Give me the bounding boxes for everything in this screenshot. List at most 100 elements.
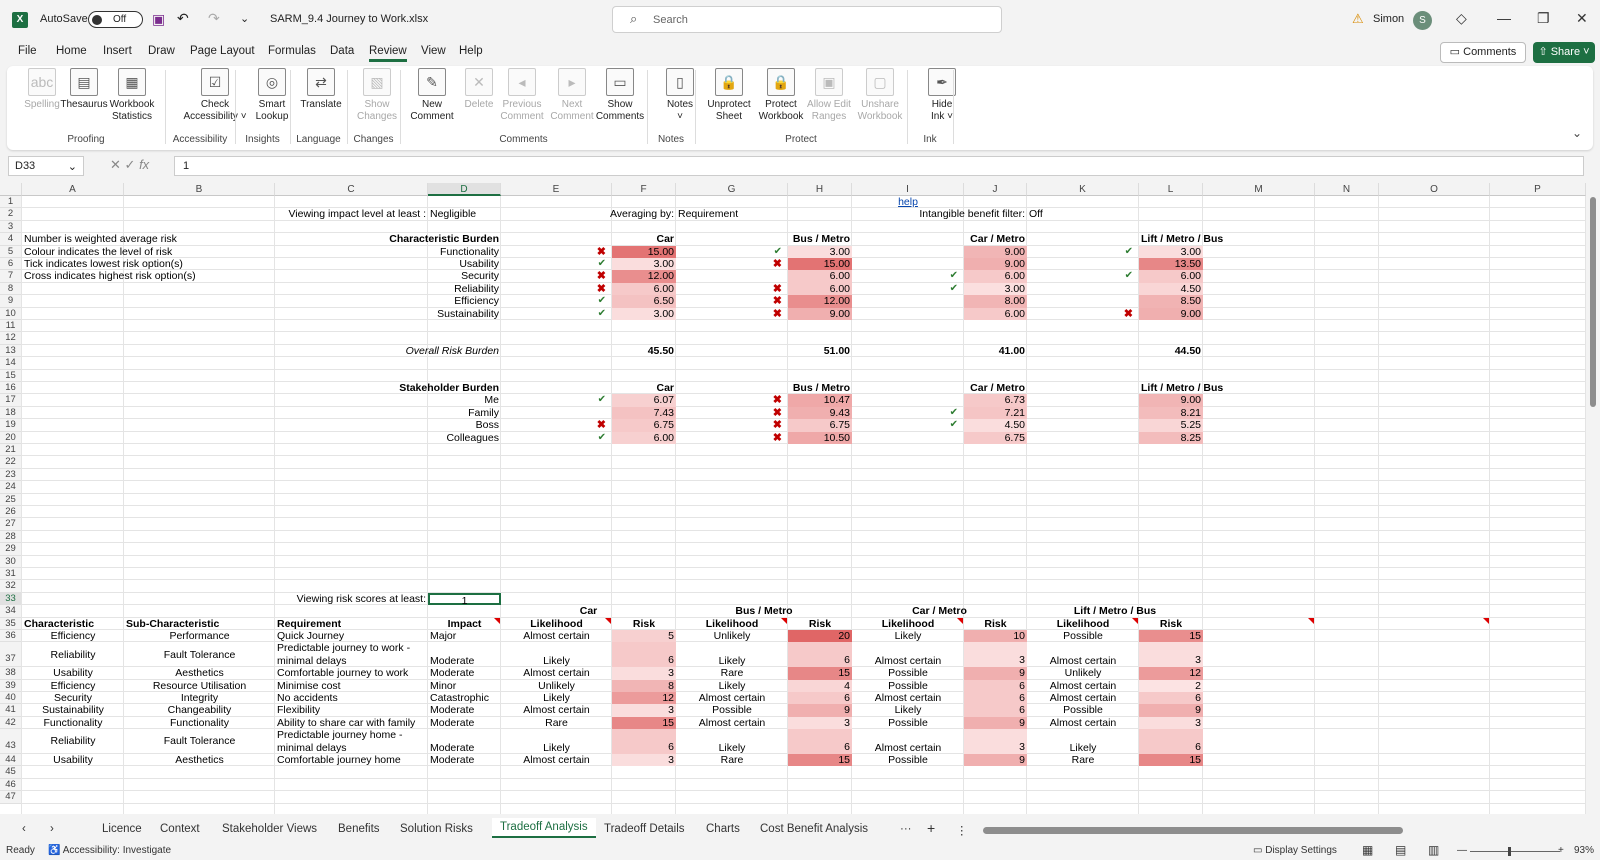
display-settings[interactable]: ▭ Display Settings bbox=[1253, 845, 1337, 856]
premium-diamond-icon[interactable]: ◇ bbox=[1456, 10, 1467, 26]
tab-help[interactable]: Help bbox=[459, 45, 483, 57]
warning-icon[interactable]: ⚠ bbox=[1352, 11, 1364, 26]
row-header-29[interactable]: 29 bbox=[0, 543, 22, 556]
row-header-26[interactable]: 26 bbox=[0, 506, 22, 519]
sheet-tab-context[interactable]: Context bbox=[160, 823, 200, 835]
row-header-5[interactable]: 5 bbox=[0, 245, 22, 258]
zoom-slider-thumb[interactable] bbox=[1508, 847, 1511, 856]
scroll-tabs-right-icon[interactable]: › bbox=[50, 823, 54, 835]
row-header-18[interactable]: 18 bbox=[0, 406, 22, 420]
row-header-44[interactable]: 44 bbox=[0, 754, 22, 767]
row-header-17[interactable]: 17 bbox=[0, 394, 22, 407]
row-header-4[interactable]: 4 bbox=[0, 233, 22, 246]
ribbon-button-allow-edit[interactable]: ▣ Allow Edit Ranges bbox=[804, 68, 854, 123]
minimize-icon[interactable]: — bbox=[1497, 10, 1511, 26]
cancel-icon[interactable]: ✕ bbox=[110, 157, 121, 172]
row-header-25[interactable]: 25 bbox=[0, 493, 22, 506]
row-header-46[interactable]: 46 bbox=[0, 778, 22, 792]
column-header-e[interactable]: E bbox=[501, 183, 612, 196]
row-header-13[interactable]: 13 bbox=[0, 344, 22, 358]
ribbon-button-check[interactable]: ☑ Check Accessibility ˅ bbox=[182, 68, 248, 123]
enter-icon[interactable]: ✓ bbox=[124, 157, 136, 172]
row-header-3[interactable]: 3 bbox=[0, 220, 22, 234]
column-header-i[interactable]: I bbox=[852, 183, 964, 196]
row-header-9[interactable]: 9 bbox=[0, 295, 22, 308]
row-header-8[interactable]: 8 bbox=[0, 282, 22, 296]
autosave-toggle[interactable]: Off bbox=[88, 11, 143, 28]
help-link[interactable]: help bbox=[898, 196, 918, 208]
row-header-27[interactable]: 27 bbox=[0, 518, 22, 531]
row-header-36[interactable]: 36 bbox=[0, 630, 22, 643]
ribbon-button-smart[interactable]: ◎ Smart Lookup bbox=[247, 68, 297, 123]
close-icon[interactable]: ✕ bbox=[1576, 10, 1588, 26]
column-header-d[interactable]: D bbox=[428, 183, 501, 196]
tab-insert[interactable]: Insert bbox=[103, 45, 132, 57]
column-header-j[interactable]: J bbox=[964, 183, 1027, 196]
worksheet-grid[interactable]: A B C D E F G H I J K L M N O P 1 2 3 4 5 6 7 8 9 10 11 12 13 14 15 16 1… bbox=[0, 183, 1586, 814]
ribbon-button-new[interactable]: ✎ New Comment bbox=[407, 68, 457, 123]
row-header-24[interactable]: 24 bbox=[0, 481, 22, 494]
ribbon-button-unshare[interactable]: ▢ Unshare Workbook bbox=[855, 68, 905, 123]
collapse-ribbon-icon[interactable]: ⌄ bbox=[1572, 126, 1583, 140]
undo-icon[interactable]: ↶ bbox=[177, 10, 189, 26]
user-name[interactable]: Simon bbox=[1373, 13, 1405, 25]
tab-formulas[interactable]: Formulas bbox=[268, 45, 316, 57]
ribbon-button-previous[interactable]: ◂ Previous Comment bbox=[497, 68, 547, 123]
function-icon[interactable]: fx bbox=[139, 157, 150, 172]
sheet-tab-tradeoff-analysis[interactable]: Tradeoff Analysis bbox=[492, 818, 596, 838]
select-all-corner[interactable] bbox=[0, 183, 22, 196]
row-header-22[interactable]: 22 bbox=[0, 456, 22, 469]
ribbon-button-unprotect[interactable]: 🔒 Unprotect Sheet bbox=[704, 68, 754, 123]
row-header-42[interactable]: 42 bbox=[0, 716, 22, 730]
ribbon-button-translate[interactable]: ⇄ Translate bbox=[296, 68, 346, 111]
column-header-a[interactable]: A bbox=[22, 183, 124, 196]
vertical-scrollbar[interactable] bbox=[1590, 197, 1596, 407]
ribbon-button-hide[interactable]: ✒ Hide Ink ˅ bbox=[917, 68, 967, 123]
ribbon-button-notes[interactable]: ▯ Notes ˅ bbox=[655, 68, 705, 123]
row-header-38[interactable]: 38 bbox=[0, 667, 22, 680]
row-header-41[interactable]: 41 bbox=[0, 704, 22, 717]
name-box[interactable]: D33 ⌄ bbox=[8, 156, 84, 176]
share-button[interactable]: ⇧ Share ˅ bbox=[1533, 42, 1595, 63]
column-header-g[interactable]: G bbox=[676, 183, 788, 196]
column-header-k[interactable]: K bbox=[1027, 183, 1139, 196]
accessibility-status[interactable]: ♿ Accessibility: Investigate bbox=[48, 845, 172, 856]
tab-view[interactable]: View bbox=[421, 45, 446, 57]
ribbon-button-protect[interactable]: 🔒 Protect Workbook bbox=[756, 68, 806, 123]
column-header-l[interactable]: L bbox=[1139, 183, 1203, 196]
page-break-view-icon[interactable]: ▥ bbox=[1428, 843, 1440, 857]
row-header-14[interactable]: 14 bbox=[0, 357, 22, 370]
zoom-level[interactable]: 93% bbox=[1574, 845, 1595, 856]
zoom-in-icon[interactable]: + bbox=[1558, 845, 1564, 856]
column-header-m[interactable]: M bbox=[1203, 183, 1315, 196]
more-tabs-icon[interactable]: ··· bbox=[900, 823, 912, 835]
restore-icon[interactable]: ❐ bbox=[1537, 10, 1550, 26]
row-header-43[interactable]: 43 bbox=[0, 729, 22, 754]
row-header-11[interactable]: 11 bbox=[0, 320, 22, 333]
column-header-o[interactable]: O bbox=[1379, 183, 1490, 196]
row-header-23[interactable]: 23 bbox=[0, 468, 22, 482]
row-header-37[interactable]: 37 bbox=[0, 642, 22, 668]
ribbon-button-next[interactable]: ▸ Next Comment bbox=[547, 68, 597, 123]
ribbon-button-spelling[interactable]: abc Spelling bbox=[17, 68, 67, 111]
row-header-34[interactable]: 34 bbox=[0, 605, 22, 618]
sheet-tab-stakeholder-views[interactable]: Stakeholder Views bbox=[222, 823, 318, 835]
column-header-b[interactable]: B bbox=[124, 183, 275, 196]
row-header-31[interactable]: 31 bbox=[0, 568, 22, 581]
row-header-6[interactable]: 6 bbox=[0, 258, 22, 271]
customize-toolbar-icon[interactable]: ⌄ bbox=[240, 13, 250, 25]
tab-page-layout[interactable]: Page Layout bbox=[190, 45, 255, 57]
row-header-20[interactable]: 20 bbox=[0, 431, 22, 444]
save-icon[interactable]: ▣ bbox=[152, 11, 166, 27]
row-header-40[interactable]: 40 bbox=[0, 692, 22, 705]
formula-input[interactable]: 1 bbox=[174, 156, 1584, 176]
row-header-12[interactable]: 12 bbox=[0, 332, 22, 345]
ribbon-button-workbook[interactable]: ▦ Workbook Statistics bbox=[107, 68, 157, 123]
row-header-21[interactable]: 21 bbox=[0, 444, 22, 457]
row-header-1[interactable]: 1 bbox=[0, 196, 22, 209]
row-header-7[interactable]: 7 bbox=[0, 270, 22, 283]
ribbon-button-thesaurus[interactable]: ▤ Thesaurus bbox=[59, 68, 109, 111]
tab-data[interactable]: Data bbox=[330, 45, 355, 57]
page-layout-view-icon[interactable]: ▤ bbox=[1395, 843, 1407, 857]
column-header-p[interactable]: P bbox=[1490, 183, 1586, 196]
